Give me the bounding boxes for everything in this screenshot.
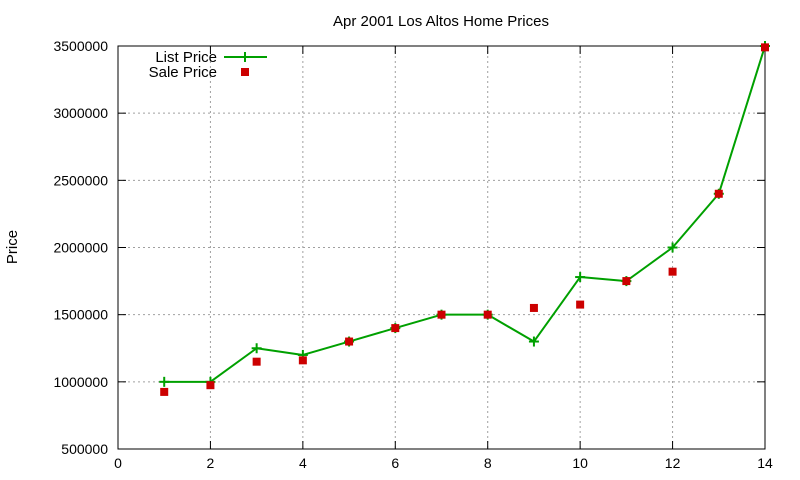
sale-price-point [761,43,769,52]
sale-price-point [529,303,538,312]
sale-price-point [252,357,261,366]
x-tick-label: 2 [207,455,215,471]
legend-label: Sale Price [149,64,217,81]
y-tick-label: 3000000 [53,105,108,121]
list-price-point [575,272,586,283]
y-tick-label: 2000000 [53,240,108,256]
list-price-point [528,336,539,347]
sale-price-point [576,300,585,309]
sale-price-point [714,189,723,198]
sale-price-point [437,310,446,319]
sale-price-point [298,356,307,365]
x-tick-label: 4 [299,455,307,471]
y-tick-label: 500000 [61,441,108,457]
y-tick-label: 1500000 [53,307,108,323]
legend-square-marker [241,68,249,76]
x-tick-label: 14 [757,455,773,471]
series-1 [159,41,770,387]
sale-price-point [668,267,677,276]
sale-price-point [345,337,354,346]
y-tick-label: 3500000 [53,38,108,54]
legend-label: List Price [155,49,217,66]
list-price-line [164,45,766,383]
x-tick-label: 8 [484,455,492,471]
list-price-point [667,242,678,253]
axis-ticks: 0 2 4 6 8 10 12 14 500000 1000000 1500000 2000000 25… [53,38,773,471]
x-tick-label: 0 [114,455,122,471]
sale-price-point [622,277,631,286]
x-tick-label: 12 [665,455,681,471]
x-tick-label: 10 [572,455,588,471]
sale-price-point [391,324,400,333]
sale-price-point [206,381,215,390]
x-tick-label: 6 [391,455,399,471]
y-tick-label: 1000000 [53,374,108,390]
series-layer [159,41,770,396]
legend-plus-marker [240,52,250,62]
list-price-point [159,376,170,387]
sale-price-point [160,387,169,396]
sale-price-point [483,310,492,319]
y-tick-label: 2500000 [53,172,108,188]
chart-title: Apr 2001 Los Altos Home Prices [333,13,549,30]
series-2 [160,43,769,396]
list-price-point [251,343,262,354]
y-axis-label: Price [4,230,21,264]
